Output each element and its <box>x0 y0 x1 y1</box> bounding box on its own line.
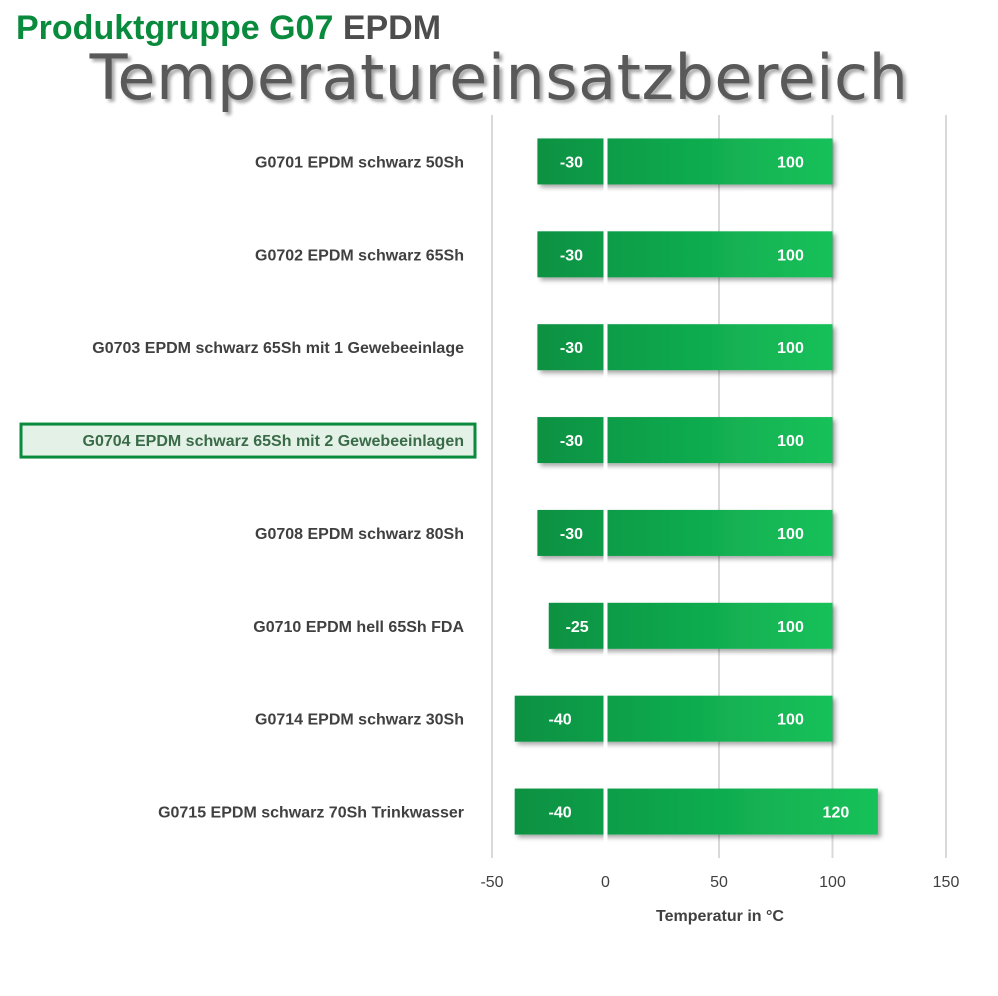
x-tick-label: 50 <box>710 874 728 891</box>
max-value-label: 100 <box>777 154 804 171</box>
min-value-label: -40 <box>549 712 572 729</box>
range-bar <box>514 788 878 835</box>
range-bar <box>548 602 833 649</box>
category-label: G0702 EPDM schwarz 65Sh <box>255 247 464 264</box>
category-label: G0701 EPDM schwarz 50Sh <box>255 154 464 171</box>
category-label: G0703 EPDM schwarz 65Sh mit 1 Gewebeeinl… <box>92 340 464 357</box>
x-tick-label: -50 <box>480 874 503 891</box>
category-label: G0715 EPDM schwarz 70Sh Trinkwasser <box>158 805 464 822</box>
x-tick-label: 150 <box>933 874 960 891</box>
x-tick-label: 100 <box>819 874 846 891</box>
min-value-label: -30 <box>560 247 583 264</box>
range-bar <box>514 695 833 742</box>
max-value-label: 100 <box>777 340 804 357</box>
min-value-label: -30 <box>560 340 583 357</box>
range-bar <box>537 231 833 278</box>
category-label: G0710 EPDM hell 65Sh FDA <box>253 619 464 636</box>
category-labels: -30 100 G0701 EPDM schwarz 50Sh -30 100 G0702… <box>19 154 850 822</box>
product-group-label: Produktgruppe G07 <box>16 9 334 47</box>
highlight-box <box>19 422 477 459</box>
x-axis-title: Temperatur in °C <box>656 908 784 925</box>
min-value-label: -30 <box>560 433 583 450</box>
x-tick-label: 0 <box>601 874 610 891</box>
range-bar <box>537 324 833 371</box>
gridlines <box>491 115 947 858</box>
max-value-label: 120 <box>823 805 850 822</box>
max-value-label: 100 <box>777 526 804 543</box>
category-label: G0704 EPDM schwarz 65Sh mit 2 Gewebeeinl… <box>83 433 464 450</box>
material-label: EPDM <box>342 9 442 47</box>
min-value-label: -30 <box>560 526 583 543</box>
chart-title: Temperatureinsatzbereich <box>89 41 909 114</box>
bars <box>514 138 878 835</box>
range-bar <box>537 509 833 556</box>
range-bar <box>537 138 833 185</box>
min-value-label: -25 <box>566 619 589 636</box>
max-value-label: 100 <box>777 247 804 264</box>
range-bar <box>537 417 833 464</box>
max-value-label: 100 <box>777 712 804 729</box>
brand-line: Produktgruppe G07 EPDM <box>16 6 441 50</box>
max-value-label: 100 <box>777 619 804 636</box>
category-label: G0714 EPDM schwarz 30Sh <box>255 712 464 729</box>
min-value-label: -30 <box>560 154 583 171</box>
x-axis-ticks: -50 0 50 100 150 <box>480 874 959 891</box>
category-label: G0708 EPDM schwarz 80Sh <box>255 526 464 543</box>
max-value-label: 100 <box>777 433 804 450</box>
min-value-label: -40 <box>549 805 572 822</box>
